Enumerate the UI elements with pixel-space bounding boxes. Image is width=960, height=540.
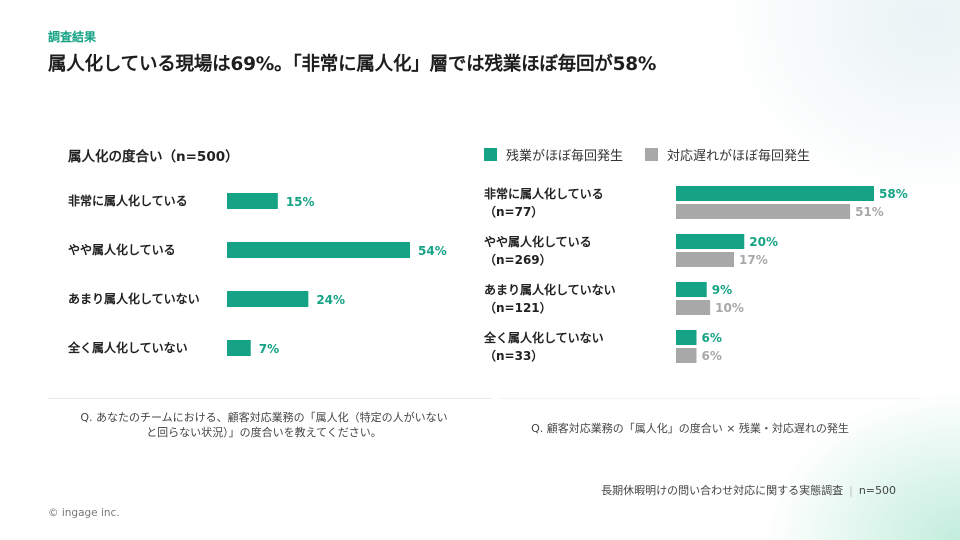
right-value-label-delay: 6% [701,349,721,363]
right-value-label-delay: 51% [855,205,884,219]
right-bar-overtime [676,330,697,345]
left-value-label: 24% [316,293,345,307]
survey-separator: | [849,484,853,497]
right-value-label-overtime: 9% [712,283,732,297]
left-value-label: 7% [259,342,279,356]
right-category-n: （n=121） [484,300,552,315]
left-chart-question: Q. あなたのチームにおける、顧客対応業務の「属人化（特定の人がいないと回らない… [80,411,448,439]
left-value-label: 54% [418,244,447,258]
legend-item-overtime: 残業がほぼ毎回発生 [484,145,623,164]
right-category-label: 全く属人化していない [483,330,604,345]
right-bar-overtime [676,234,745,249]
section-tag: 調査結果 [48,30,97,44]
left-category-label: やや属人化している [68,242,176,257]
legend-label-overtime: 残業がほぼ毎回発生 [506,149,624,164]
right-category-n: （n=33） [484,348,543,363]
left-value-label: 15% [286,195,315,209]
legend-item-delay: 対応遅れがほぼ毎回発生 [645,145,810,164]
right-bar-delay [676,300,711,315]
left-bar [227,340,251,356]
right-category-n: （n=269） [484,252,552,267]
divider-left [48,398,492,399]
right-value-label-overtime: 20% [749,235,778,249]
survey-n: n=500 [858,484,896,497]
right-category-label: 非常に属人化している [484,186,604,201]
right-bar-delay [676,204,851,219]
left-category-label: 全く属人化していない [67,340,188,355]
right-value-label-overtime: 6% [701,331,721,345]
left-bar [227,193,278,209]
right-value-label-overtime: 58% [879,187,908,201]
right-chart-legend: 残業がほぼ毎回発生 対応遅れがほぼ毎回発生 [484,145,832,164]
right-value-label-delay: 17% [739,253,768,267]
copyright: © ingage inc. [48,507,120,519]
left-bar [227,291,309,307]
right-bar-overtime [676,186,874,201]
survey-title: 長期休暇明けの問い合わせ対応に関する実態調査 [601,484,844,497]
survey-source: 長期休暇明けの問い合わせ対応に関する実態調査 | n=500 [601,482,896,498]
left-chart-title: 属人化の度合い（n=500） [68,149,239,165]
right-category-n: （n=77） [484,204,543,219]
left-category-label: 非常に属人化している [68,193,188,208]
right-value-label-delay: 10% [715,301,744,315]
legend-label-delay: 対応遅れがほぼ毎回発生 [667,149,811,164]
right-category-label: あまり属人化していない [484,282,616,297]
right-category-label: やや属人化している [484,234,592,249]
legend-swatch-delay [645,148,659,161]
right-bar-delay [676,252,735,267]
left-bar [227,242,410,258]
divider-right [500,398,920,399]
right-bar-overtime [676,282,707,297]
page-headline: 属人化している現場は69%。「非常に属人化」層では残業ほぼ毎回が58% [48,54,657,75]
legend-swatch-overtime [484,148,497,161]
right-chart-question: Q. 顧客対応業務の「属人化」の度合い × 残業・対応遅れの発生 [531,422,849,435]
left-category-label: あまり属人化していない [68,291,200,306]
right-bar-delay [676,348,697,363]
